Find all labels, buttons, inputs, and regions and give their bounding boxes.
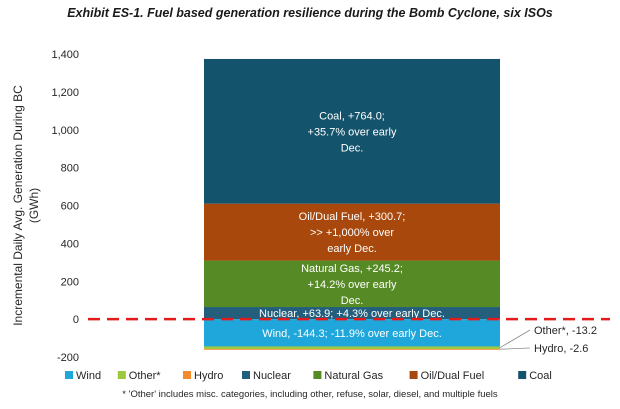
y-tick-label: 800 [61, 163, 79, 175]
y-tick-label: 1,000 [51, 125, 79, 137]
data-label-coal: Dec. [341, 142, 364, 154]
legend-swatch-natural-gas [313, 371, 322, 379]
legend-label-hydro: Hydro [194, 370, 223, 382]
legend-label-nuclear: Nuclear [253, 370, 291, 382]
bar-segment-wind [204, 319, 500, 347]
y-tick-label: -200 [57, 352, 79, 364]
data-label-natural-gas: Dec. [341, 295, 364, 307]
bar-segment-coal [204, 58, 500, 204]
callout-hydro: Hydro, -2.6 [534, 343, 588, 355]
data-label-oil-dual-fuel: Oil/Dual Fuel, +300.7; [299, 211, 406, 223]
data-label-oil-dual-fuel: early Dec. [327, 243, 377, 255]
legend-label-oil-dual-fuel: Oil/Dual Fuel [421, 370, 485, 382]
callout-leader [499, 329, 531, 349]
legend-label-natural-gas: Natural Gas [324, 370, 383, 382]
bar-segment-other [204, 346, 500, 349]
data-label-nuclear: Nuclear, +63.9; +4.3% over early Dec. [259, 308, 445, 320]
chart-footnote: * 'Other' includes misc. categories, inc… [122, 389, 498, 400]
data-label-natural-gas: Natural Gas, +245.2; [301, 263, 403, 275]
legend-swatch-wind [65, 371, 73, 379]
y-axis-title: Incremental Daily Avg. Generation During… [11, 85, 41, 326]
legend-swatch-oil-dual-fuel [409, 371, 418, 379]
callout-other: Other*, -13.2 [534, 325, 597, 337]
bar-segment-oil-dual-fuel [204, 203, 500, 261]
y-tick-label: 1,400 [51, 49, 79, 61]
y-tick-label: 200 [61, 276, 79, 288]
bar-segment-hydro [204, 348, 500, 350]
bar-segment-nuclear [204, 307, 500, 320]
bar-segment-natural-gas [204, 260, 500, 308]
data-label-natural-gas: +14.2% over early [308, 279, 397, 291]
legend-swatch-hydro [183, 371, 191, 379]
data-label-oil-dual-fuel: >> +1,000% over [310, 227, 394, 239]
data-label-wind: Wind, -144.3; -11.9% over early Dec. [262, 328, 442, 340]
legend-swatch-other [117, 371, 126, 379]
legend-swatch-nuclear [242, 371, 250, 379]
y-tick-label: 600 [61, 201, 79, 213]
legend-label-coal: Coal [529, 370, 552, 382]
y-tick-label: 1,200 [51, 87, 79, 99]
data-label-coal: +35.7% over early [308, 126, 397, 138]
y-tick-label: 400 [61, 238, 79, 250]
chart-title: Exhibit ES-1. Fuel based generation resi… [67, 6, 553, 20]
legend-label-other: Other* [129, 370, 162, 382]
legend-label-wind: Wind [76, 370, 101, 382]
callout-leader [499, 347, 531, 350]
y-tick-label: 0 [73, 314, 79, 326]
data-label-coal: Coal, +764.0; [319, 110, 385, 122]
legend-swatch-coal [518, 371, 527, 379]
